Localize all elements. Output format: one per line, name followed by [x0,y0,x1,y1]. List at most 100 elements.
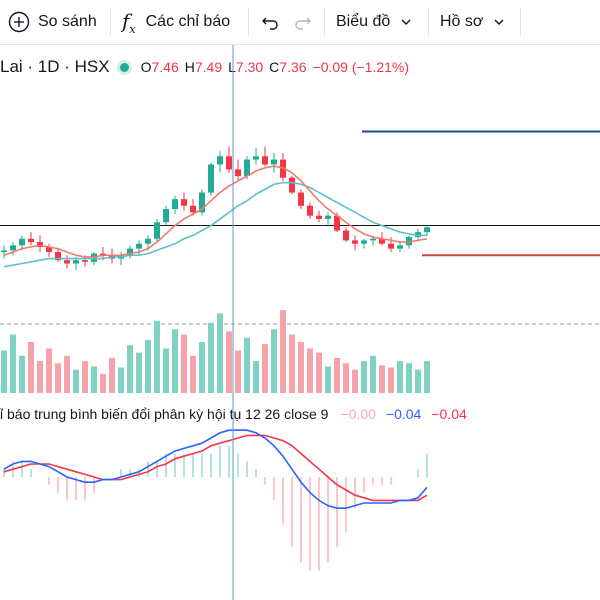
chevron-down-icon [494,19,504,26]
candle-body [379,238,385,244]
candle-body [181,199,187,206]
candle-body [370,238,376,241]
volume-bar [145,339,151,393]
volume-bar [343,363,349,393]
volume-bar [307,348,313,393]
volume-bar [154,320,160,393]
change-value: −0.09 (−1.21%) [312,59,410,75]
candle-body [1,250,7,252]
volume-bar [244,337,250,393]
candle-body [343,230,349,241]
candle-body [100,253,106,256]
high-label: H [184,59,195,75]
toolbar-divider [428,8,429,36]
plus-circle-icon [8,11,30,33]
profile-label: Hồ sơ [440,13,484,30]
market-status-dot [119,62,129,72]
indicators-label: Các chỉ báo [145,13,231,30]
volume-bar [397,361,403,393]
toolbar-divider [520,8,521,36]
candle-body [388,243,394,249]
candle-body [172,199,178,210]
indicators-button[interactable]: fx Các chỉ báo [122,0,230,44]
candle-body [10,245,16,251]
candle-body [73,260,79,264]
close-label: C [269,59,280,75]
candle-body [406,237,412,246]
macd-hist-value: −0.00 [340,406,376,422]
macd-legend: ỉ báo trung bình biến đổi phân kỳ hội tụ… [0,404,467,424]
candle-body [262,156,268,165]
volume-bar [199,342,205,393]
volume-bar [424,361,430,393]
volume-bar [406,363,412,393]
chart-type-label: Biểu đồ [336,13,391,30]
open-value: 7.46 [151,59,179,75]
candle-body [352,240,358,244]
undo-button[interactable] [260,0,280,44]
macd-title[interactable]: ỉ báo trung bình biến đổi phân kỳ hội tụ… [0,406,329,422]
candle-body [226,156,232,170]
candle-body [334,215,340,231]
volume-bar [46,348,52,393]
redo-button[interactable] [293,0,313,44]
macd-signal-value: −0.04 [431,406,467,422]
compare-button[interactable]: So sánh [8,0,97,44]
candle-body [64,260,70,264]
price-chart[interactable] [0,45,600,600]
volume-bar [172,329,178,393]
compare-label: So sánh [38,13,97,30]
candle-body [208,164,214,193]
open-label: O [140,59,152,75]
candle-body [397,245,403,249]
high-value: 7.49 [194,59,223,75]
volume-bar [271,329,277,393]
volume-bar [208,322,214,393]
candle-body [136,243,142,249]
toolbar-divider [248,8,249,36]
candle-body [46,247,52,252]
volume-bar [334,357,340,393]
symbol-legend: Lai · 1D · HSX O 7.46 H 7.49 L 7.30 C 7.36 −… [0,56,415,78]
undo-icon [262,17,278,30]
candles-layer [0,130,600,271]
low-label: L [228,59,236,75]
macd-layer [3,429,428,571]
chart-type-button[interactable]: Biểu đồ [336,0,412,44]
volume-bar [388,367,394,393]
fx-icon: fx [122,8,136,36]
volume-bar [289,334,295,393]
volume-layer [0,310,600,393]
volume-bar [316,352,322,393]
candle-body [217,156,223,165]
candle-body [316,215,322,219]
volume-bar [82,361,88,393]
volume-bar [415,369,421,393]
volume-bar [298,342,304,393]
candle-body [271,159,277,165]
symbol-name[interactable]: Lai · 1D · HSX [0,57,110,76]
profile-button[interactable]: Hồ sơ [440,0,505,44]
volume-bar [217,313,223,393]
low-value: 7.30 [235,59,264,75]
candle-body [307,205,313,216]
toolbar-divider [110,8,111,36]
macd-line [3,429,428,510]
candle-body [163,209,169,223]
volume-bar [361,361,367,393]
volume-bar [181,334,187,393]
slow-moving-average-line [3,181,427,268]
volume-bar [100,373,106,393]
volume-bar [379,365,385,393]
candle-body [415,232,421,238]
candle-body [289,177,295,193]
volume-bar [163,348,169,393]
volume-bar [10,334,16,393]
volume-bar [235,350,241,393]
macd-line-value: −0.04 [385,406,422,422]
candle-body [28,238,34,243]
candle-body [253,156,259,160]
volume-bar [190,355,196,393]
candle-body [82,260,88,262]
candle-body [37,242,43,247]
